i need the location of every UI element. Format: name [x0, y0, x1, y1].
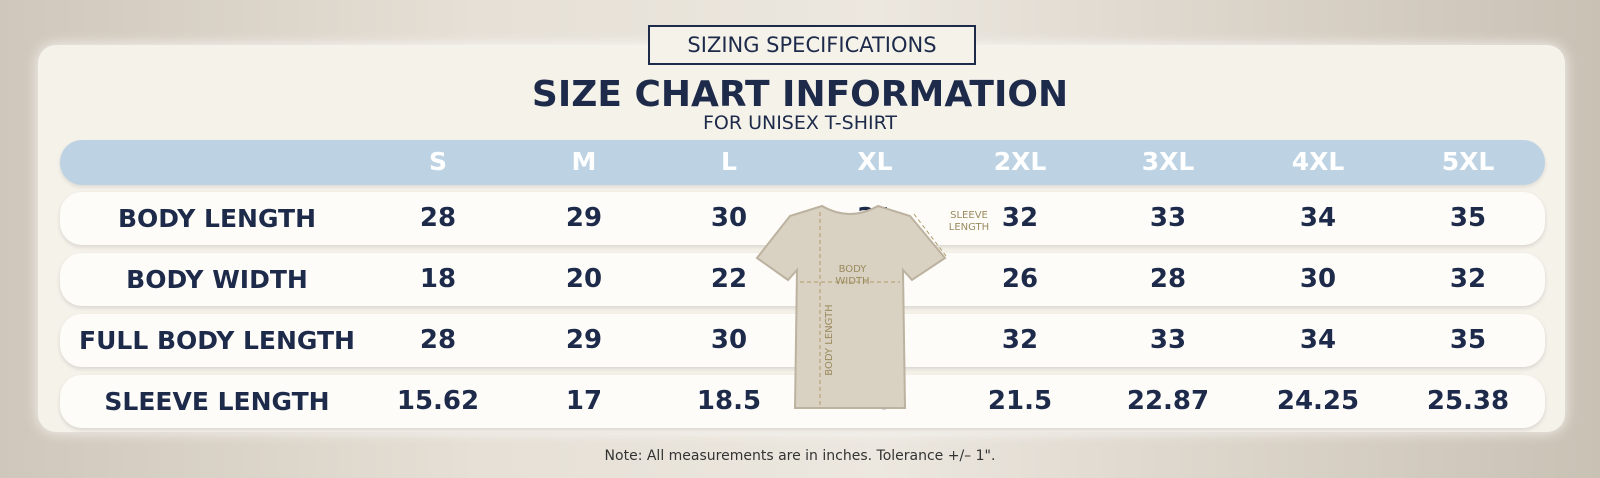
cell-value: 34: [1299, 325, 1337, 355]
size-header: 2XL: [993, 147, 1047, 176]
cell-value: 22.87: [1126, 386, 1210, 416]
cell-value: 21.5: [987, 386, 1053, 416]
cell-value: 26: [1001, 264, 1039, 294]
size-header: 3XL: [1141, 147, 1195, 176]
width-label: BODY WIDTH: [835, 264, 870, 287]
badge: SIZING SPECIFICATIONS: [648, 25, 976, 65]
cell-value: 18: [419, 264, 457, 294]
size-header: 4XL: [1291, 147, 1345, 176]
title: SIZE CHART INFORMATION: [531, 74, 1069, 115]
cell-value: 33: [1149, 325, 1187, 355]
width-label-box: BODY WIDTH: [835, 264, 870, 287]
size-header: S: [428, 147, 448, 176]
cell-value: 18.5: [696, 386, 762, 416]
cell-value: 25.38: [1426, 386, 1510, 416]
size-header: 5XL: [1441, 147, 1495, 176]
cell-value: 29: [565, 325, 603, 355]
row-label: SLEEVE LENGTH: [104, 387, 330, 416]
subtitle: FOR UNISEX T-SHIRT: [702, 112, 898, 134]
size-header: M: [571, 147, 597, 176]
cell-value: 33: [1149, 203, 1187, 233]
cell-value: 30: [1299, 264, 1337, 294]
cell-value: 34: [1299, 203, 1337, 233]
row-label: FULL BODY LENGTH: [79, 326, 355, 355]
note: Note: All measurements are in inches. To…: [604, 448, 996, 464]
cell-value: 24.25: [1276, 386, 1360, 416]
size-header: XL: [857, 147, 893, 176]
cell-value: 35: [1449, 325, 1487, 355]
cell-value: 30: [710, 203, 748, 233]
size-header: L: [721, 147, 737, 176]
sleeve-guide: [913, 213, 947, 257]
cell-value: 28: [419, 203, 457, 233]
cell-value: 17: [565, 386, 603, 416]
tshirt: [755, 204, 947, 409]
cell-value: 32: [1001, 203, 1039, 233]
length-label: BODY LENGTH: [824, 304, 835, 375]
row-label: BODY LENGTH: [117, 204, 317, 233]
cell-value: 29: [565, 203, 603, 233]
sleeve-label-box: SLEEVE LENGTH: [948, 210, 990, 233]
header-row: [60, 140, 1545, 185]
cell-value: 28: [419, 325, 457, 355]
cell-value: 15.62: [396, 386, 480, 416]
cell-value: 22: [710, 264, 748, 294]
sleeve-label: SLEEVE LENGTH: [948, 210, 990, 233]
cell-value: 20: [565, 264, 603, 294]
cell-value: 32: [1001, 325, 1039, 355]
cell-value: 28: [1149, 264, 1187, 294]
cell-value: 32: [1449, 264, 1487, 294]
cell-value: 30: [710, 325, 748, 355]
row-label: BODY WIDTH: [126, 265, 308, 294]
cell-value: 35: [1449, 203, 1487, 233]
